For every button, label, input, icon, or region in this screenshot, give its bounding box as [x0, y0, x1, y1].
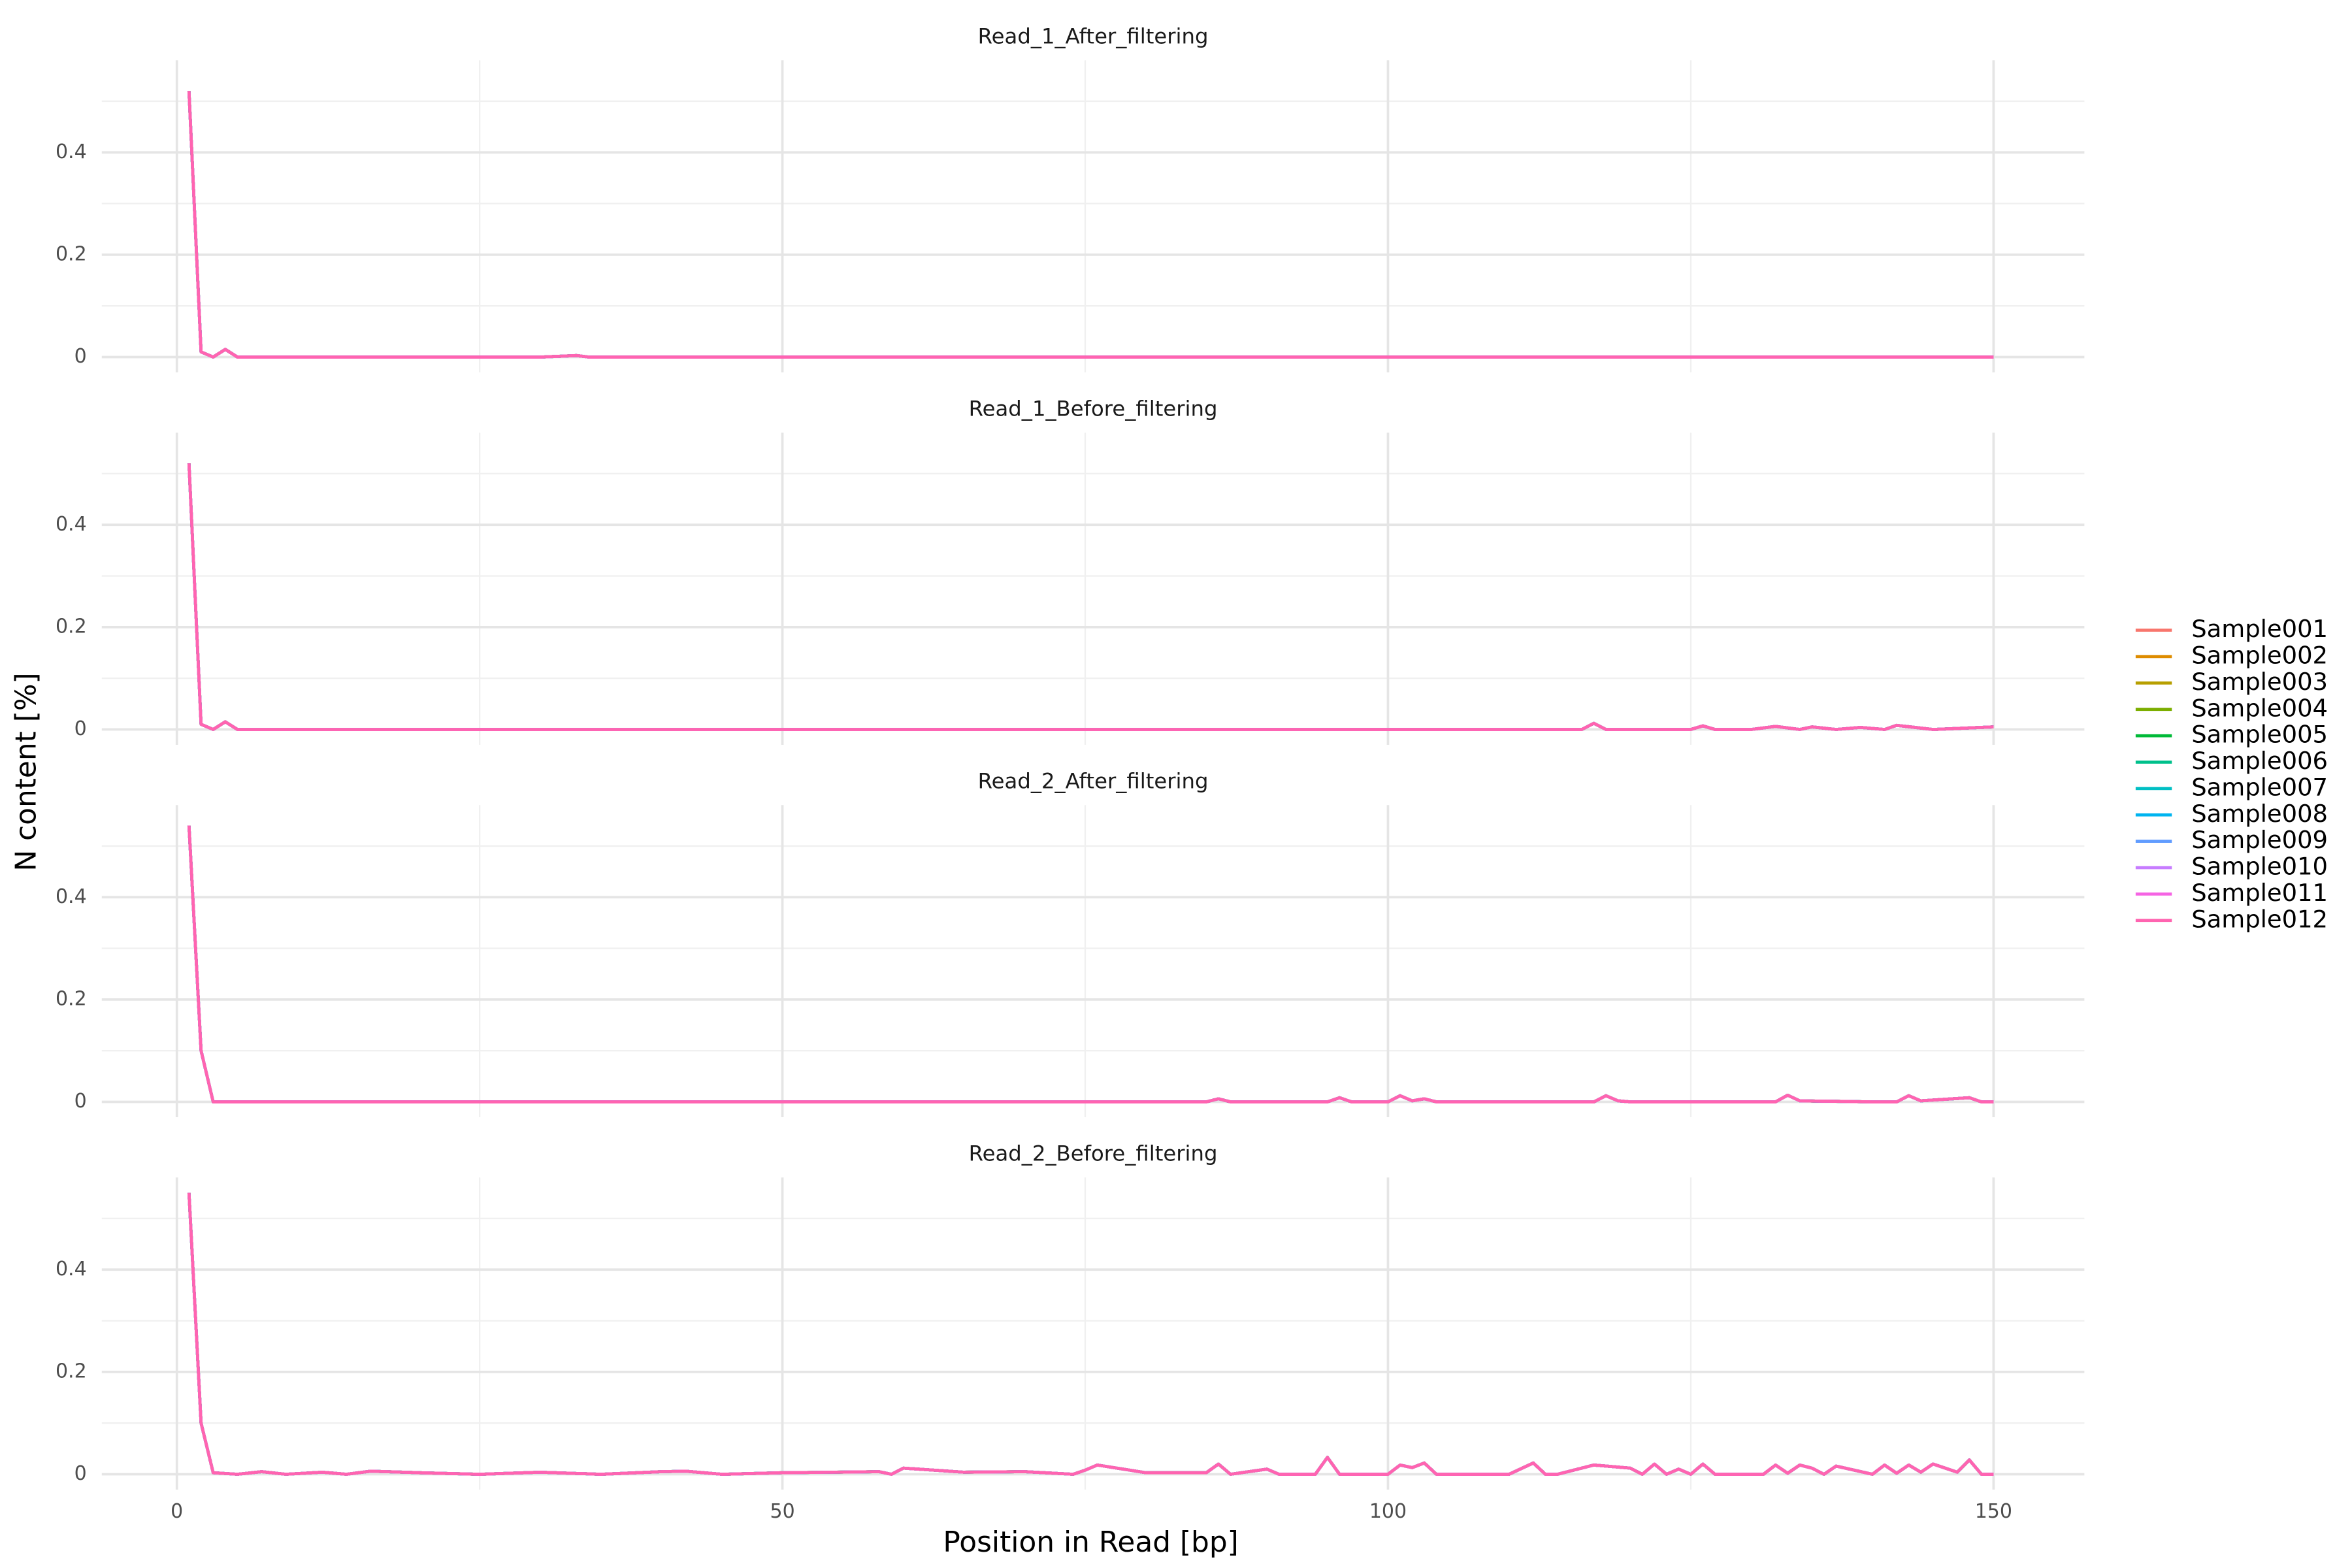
legend-label: Sample003 — [2191, 668, 2328, 696]
y-axis-title: N content [%] — [10, 672, 43, 871]
legend-label: Sample012 — [2191, 905, 2328, 933]
x-tick-label: 50 — [770, 1500, 794, 1523]
x-axis-title: Position in Read [bp] — [943, 1526, 1238, 1559]
facet-title: Read_1_After_filtering — [978, 24, 1209, 49]
y-tick-label: 0.4 — [56, 513, 87, 536]
y-tick-label: 0.2 — [56, 242, 87, 265]
facet-title: Read_2_After_filtering — [978, 769, 1209, 794]
y-tick-label: 0 — [74, 1090, 87, 1113]
legend-label: Sample004 — [2191, 694, 2328, 722]
legend-label: Sample002 — [2191, 642, 2328, 670]
y-tick-label: 0.2 — [56, 1360, 87, 1382]
legend-label: Sample009 — [2191, 826, 2328, 854]
x-tick-label: 0 — [171, 1500, 183, 1523]
y-tick-label: 0.4 — [56, 1258, 87, 1281]
facet-title: Read_2_Before_filtering — [969, 1141, 1218, 1166]
y-tick-label: 0.4 — [56, 140, 87, 163]
legend-label: Sample010 — [2191, 853, 2328, 881]
y-tick-label: 0.4 — [56, 885, 87, 908]
facet-title: Read_1_Before_filtering — [969, 397, 1218, 421]
legend-label: Sample007 — [2191, 773, 2328, 801]
y-tick-label: 0 — [74, 717, 87, 740]
legend-label: Sample005 — [2191, 721, 2328, 749]
series-line — [187, 91, 1994, 359]
y-tick-label: 0 — [74, 345, 87, 368]
legend-label: Sample006 — [2191, 747, 2328, 775]
series-line — [187, 1192, 1994, 1476]
y-tick-label: 0.2 — [56, 987, 87, 1010]
legend-label: Sample011 — [2191, 879, 2328, 907]
x-tick-label: 150 — [1975, 1500, 2012, 1523]
x-tick-label: 100 — [1369, 1500, 1407, 1523]
y-tick-label: 0.2 — [56, 615, 87, 638]
legend-label: Sample008 — [2191, 800, 2328, 828]
legend-label: Sample001 — [2191, 615, 2328, 643]
series-line — [187, 825, 1994, 1103]
series-line — [187, 463, 1994, 731]
y-tick-label: 0 — [74, 1462, 87, 1485]
